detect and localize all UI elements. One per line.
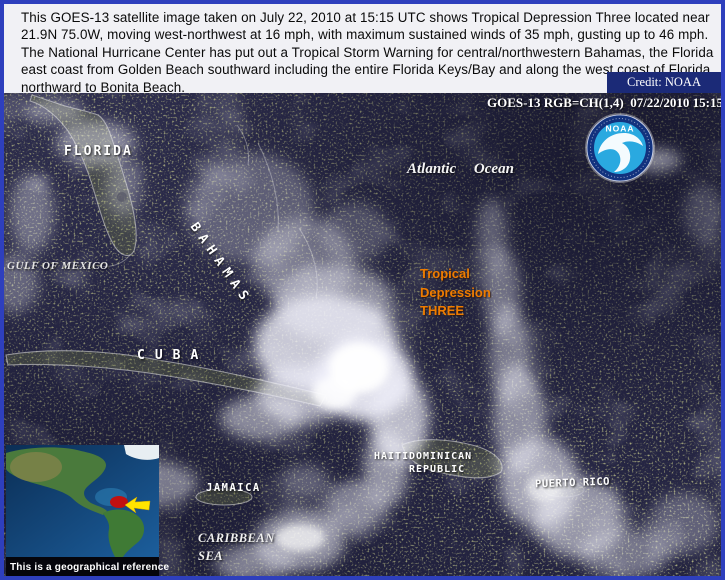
description-line: The National Hurricane Center has put ou… [21, 44, 714, 60]
credit-badge: Credit: NOAA [607, 72, 721, 93]
storm-label-line3: THREE [420, 303, 465, 318]
greenland [124, 445, 159, 460]
label-jamaica: JAMAICA [206, 482, 261, 494]
description-line: 21.9N 75.0W, moving west-northwest at 16… [21, 27, 709, 43]
inset-caption: This is a geographical reference [10, 562, 170, 573]
storm-label: Tropical Depression THREE [420, 265, 540, 321]
description-text: This GOES-13 satellite image taken on Ju… [21, 9, 719, 96]
noaa-logo-text: NOAA [605, 124, 634, 134]
label-dominican-republic: DOMINICAN [409, 451, 473, 462]
world-map [6, 445, 159, 557]
storm-label-line2: Depression [420, 284, 491, 300]
description-line: northward to Bonita Beach. [21, 79, 186, 95]
label-haiti: HAITI [374, 451, 410, 462]
noaa-logo-icon: NOAA [583, 111, 657, 185]
description-line: east coast from Golden Beach southward i… [21, 62, 711, 78]
description-line: This GOES-13 satellite image taken on Ju… [21, 10, 710, 25]
label-caribbean-sea: SEA [198, 549, 224, 563]
credit-label: Credit: NOAA [627, 75, 701, 89]
arrow-icon [124, 496, 151, 514]
label-dominican-republic: REPUBLIC [409, 464, 466, 475]
jamaica-coastline [195, 488, 253, 506]
storm-label-line1: Tropical [420, 266, 470, 281]
label-caribbean-sea: CARIBBEAN [198, 531, 275, 545]
label-atlantic-ocean: Atlantic Ocean [407, 161, 514, 177]
label-cuba: CUBA [137, 348, 209, 363]
south-america [103, 509, 145, 557]
reference-map-inset: This is a geographical reference [6, 445, 169, 576]
satellite-annotation: GOES-13 RGB=CH(1,4) 07/22/2010 15:15 UTC [487, 95, 723, 110]
label-gulf-of-mexico: GULF OF MEXICO [7, 260, 109, 272]
storm-location-marker [110, 496, 128, 508]
label-florida: FLORIDA [64, 144, 133, 159]
header-caption-bar: This GOES-13 satellite image taken on Ju… [4, 4, 721, 96]
